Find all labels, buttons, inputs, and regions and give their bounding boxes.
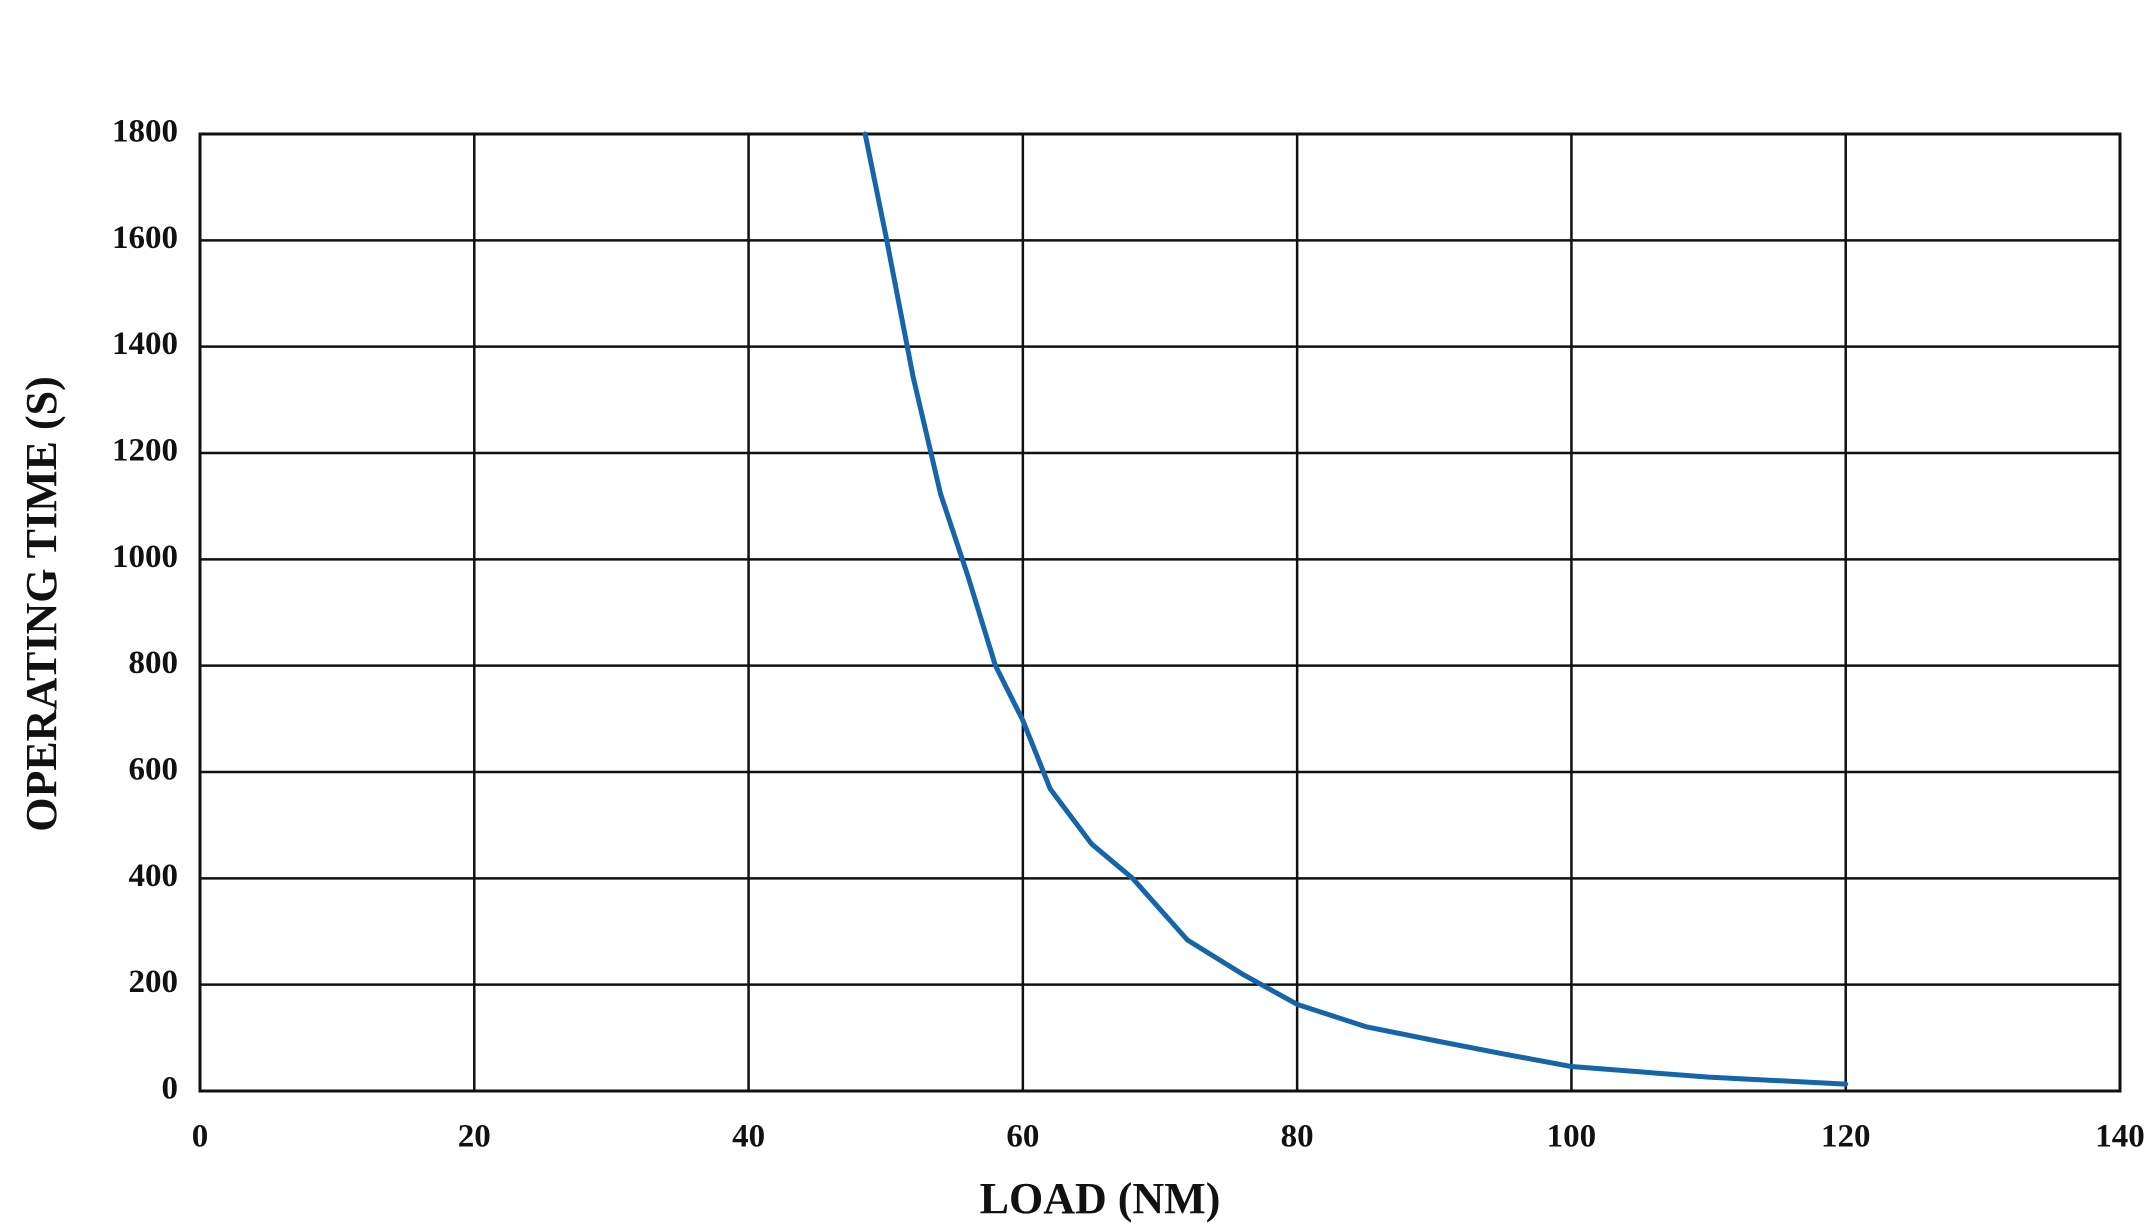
x-tick-label: 140 (2095, 1119, 2145, 1155)
x-tick-label: 20 (458, 1119, 491, 1155)
y-tick-label: 1000 (112, 539, 178, 575)
plot-frame (198, 132, 2122, 1093)
y-tick-label: 0 (162, 1071, 179, 1107)
y-tick-label: 1600 (112, 220, 178, 256)
y-axis-title: OPERATING TIME (S) (17, 376, 66, 832)
x-tick-label: 60 (1006, 1119, 1039, 1155)
x-tick-label: 0 (192, 1119, 209, 1155)
y-tick-label: 1200 (112, 433, 178, 469)
x-axis-title: LOAD (NM) (980, 1174, 1221, 1223)
x-tick-label: 40 (732, 1119, 765, 1155)
y-tick-label: 400 (129, 858, 179, 894)
y-tick-label: 1400 (112, 326, 178, 362)
x-tick-label: 120 (1821, 1119, 1871, 1155)
y-tick-label: 1800 (112, 114, 178, 150)
x-tick-label: 80 (1281, 1119, 1314, 1155)
data-line (862, 131, 1849, 1087)
x-tick-label: 100 (1547, 1119, 1597, 1155)
y-tick-label: 800 (129, 645, 179, 681)
y-tick-label: 200 (129, 964, 179, 1000)
y-tick-label: 600 (129, 752, 179, 788)
